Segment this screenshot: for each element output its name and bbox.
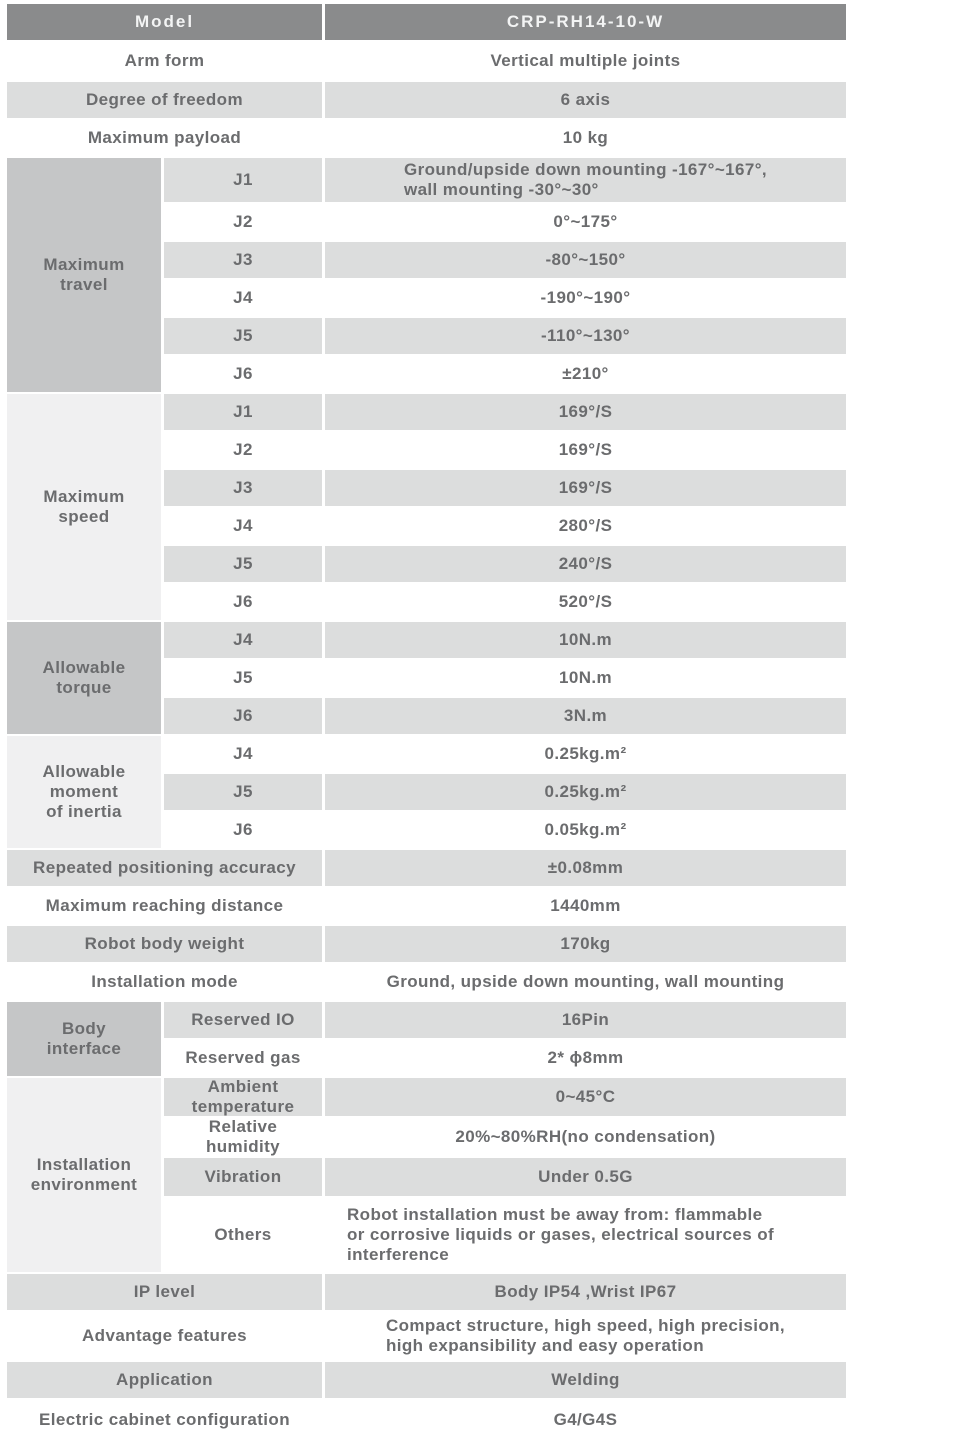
sub-label: J4 [164,280,322,316]
row-value: 0°~175° [325,204,846,240]
row-label: Electric cabinet configuration [7,1400,322,1440]
row-value: -80°~150° [325,242,846,278]
row-label: Installation mode [7,964,322,1000]
row-value: G4/G4S [325,1400,846,1440]
group-header: Allowable torque [7,622,161,734]
sub-label: J3 [164,242,322,278]
row-value: 0~45°C [325,1078,846,1116]
row-value: 170kg [325,926,846,962]
group-header: Maximum travel [7,158,161,392]
group-header: Maximum speed [7,394,161,620]
sub-label: J5 [164,774,322,810]
row-value-text: Ground/upside down mounting -167°~167°, … [403,159,768,199]
sub-label: Vibration [164,1158,322,1196]
row-value: Vertical multiple joints [325,42,846,80]
row-value: 240°/S [325,546,846,582]
row-label: Application [7,1362,322,1398]
sub-label: J2 [164,204,322,240]
group-header: Body interface [7,1002,161,1076]
row-value: Robot installation must be away from: fl… [325,1198,846,1272]
row-value: 10 kg [325,120,846,156]
group-header: Installation environment [7,1078,161,1272]
row-value: -190°~190° [325,280,846,316]
model-header-label: Model [7,4,322,40]
row-label: IP level [7,1274,322,1310]
row-value: 3N.m [325,698,846,734]
sub-label: J4 [164,736,322,772]
sub-label: J1 [164,394,322,430]
spec-table: Model CRP-RH14-10-W Arm form Vertical mul… [7,4,846,1440]
sub-label: J6 [164,584,322,620]
sub-label: Reserved gas [164,1040,322,1076]
row-value: 520°/S [325,584,846,620]
sub-label: J4 [164,622,322,658]
sub-label: J6 [164,812,322,848]
row-label: Repeated positioning accuracy [7,850,322,886]
row-value: 169°/S [325,470,846,506]
row-value: 169°/S [325,394,846,430]
row-value: Compact structure, high speed, high prec… [325,1312,846,1360]
row-value: 0.25kg.m² [325,736,846,772]
sub-label: J5 [164,546,322,582]
row-value: 280°/S [325,508,846,544]
sub-label: Relative humidity [164,1118,322,1156]
row-value: 16Pin [325,1002,846,1038]
row-label: Robot body weight [7,926,322,962]
row-value: 10N.m [325,622,846,658]
row-label: Maximum reaching distance [7,888,322,924]
sub-label: J5 [164,318,322,354]
row-label: Advantage features [7,1312,322,1360]
sub-label: J4 [164,508,322,544]
row-value: 1440mm [325,888,846,924]
sub-label: Reserved IO [164,1002,322,1038]
row-value: ±210° [325,356,846,392]
sub-label: J5 [164,660,322,696]
sub-label: J1 [164,158,322,202]
row-value: 20%~80%RH(no condensation) [325,1118,846,1156]
row-value: Under 0.5G [325,1158,846,1196]
sub-label: J6 [164,356,322,392]
row-value: 0.05kg.m² [325,812,846,848]
row-label: Arm form [7,42,322,80]
row-value: 169°/S [325,432,846,468]
row-value: Ground, upside down mounting, wall mount… [325,964,846,1000]
row-value: 0.25kg.m² [325,774,846,810]
row-value: 2* ϕ8mm [325,1040,846,1076]
row-value: -110°~130° [325,318,846,354]
sub-label: J3 [164,470,322,506]
row-value-text: Compact structure, high speed, high prec… [385,1315,786,1355]
row-value: 10N.m [325,660,846,696]
sub-label: J2 [164,432,322,468]
group-header: Allowable moment of inertia [7,736,161,848]
row-value: Welding [325,1362,846,1398]
row-value: ±0.08mm [325,850,846,886]
sub-label: Ambient temperature [164,1078,322,1116]
row-value: Ground/upside down mounting -167°~167°, … [325,158,846,202]
model-header-value: CRP-RH14-10-W [325,4,846,40]
row-label: Degree of freedom [7,82,322,118]
sub-label: Others [164,1198,322,1272]
row-value: 6 axis [325,82,846,118]
row-value: Body IP54 ,Wrist IP67 [325,1274,846,1310]
sub-label: J6 [164,698,322,734]
row-label: Maximum payload [7,120,322,156]
